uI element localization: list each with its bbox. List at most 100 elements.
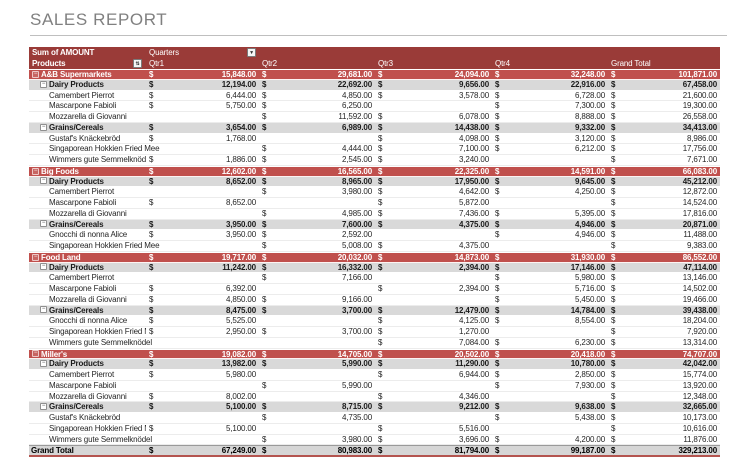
collapse-toggle-icon[interactable]: − — [40, 263, 47, 271]
value-cell[interactable] — [146, 187, 259, 198]
value-cell[interactable]: $3,980.00 — [259, 187, 375, 198]
collapse-toggle-icon[interactable]: − — [40, 177, 47, 185]
value-cell[interactable] — [146, 144, 259, 155]
value-cell[interactable]: $5,990.00 — [259, 359, 375, 369]
collapse-toggle-icon[interactable]: − — [40, 360, 47, 368]
value-cell[interactable] — [146, 338, 259, 349]
row-label-cell[interactable]: Mascarpone Fabioli — [29, 284, 146, 294]
value-cell[interactable] — [259, 424, 375, 434]
column-header-qtr3[interactable]: Qtr3 — [378, 59, 393, 68]
value-cell[interactable]: $5,438.00 — [492, 413, 608, 424]
value-cell[interactable]: $6,728.00 — [492, 91, 608, 101]
row-field-cell[interactable]: Products ⇅ — [29, 58, 146, 69]
value-cell[interactable] — [259, 198, 375, 208]
products-filter-button[interactable]: ⇅ — [133, 59, 142, 68]
value-cell[interactable]: $11,876.00 — [608, 435, 720, 446]
column-field-cell[interactable]: Quarters ▼ — [146, 47, 259, 58]
value-cell[interactable]: $4,125.00 — [375, 316, 492, 326]
row-label-cell[interactable]: Mascarpone Fabioli — [29, 381, 146, 392]
value-cell[interactable]: $6,444.00 — [146, 91, 259, 101]
value-cell[interactable]: $42,042.00 — [608, 359, 720, 369]
value-cell[interactable]: $8,475.00 — [146, 306, 259, 316]
row-label-cell[interactable]: − Dairy Products — [29, 359, 146, 369]
value-cell[interactable]: $101,871.00 — [608, 70, 720, 79]
value-cell[interactable]: $7,084.00 — [375, 338, 492, 349]
row-label-cell[interactable]: − Miller's — [29, 350, 146, 358]
value-cell[interactable]: $17,756.00 — [608, 144, 720, 155]
value-cell[interactable]: $17,816.00 — [608, 209, 720, 220]
value-cell[interactable]: $81,794.00 — [375, 446, 492, 455]
value-cell[interactable]: $10,616.00 — [608, 424, 720, 434]
value-cell[interactable]: $11,242.00 — [146, 263, 259, 273]
value-cell[interactable] — [259, 284, 375, 294]
value-cell[interactable]: $17,146.00 — [492, 263, 608, 273]
row-label-cell[interactable]: Singaporean Hokkien Fried Mee — [29, 144, 160, 155]
value-cell[interactable] — [492, 198, 608, 208]
value-cell[interactable]: $15,774.00 — [608, 370, 720, 380]
value-cell[interactable]: $3,950.00 — [146, 220, 259, 230]
value-cell[interactable]: $22,692.00 — [259, 80, 375, 90]
value-cell[interactable]: $12,479.00 — [375, 306, 492, 316]
value-cell[interactable]: $5,872.00 — [375, 198, 492, 208]
value-cell[interactable]: $4,250.00 — [492, 187, 608, 198]
value-cell[interactable]: $5,716.00 — [492, 284, 608, 294]
value-field-caption[interactable]: Sum of AMOUNT — [32, 48, 95, 57]
value-cell[interactable]: $8,652.00 — [146, 198, 259, 208]
value-cell[interactable]: $18,204.00 — [608, 316, 720, 326]
value-cell[interactable]: $5,516.00 — [375, 424, 492, 434]
value-cell[interactable]: $45,212.00 — [608, 177, 720, 187]
collapse-toggle-icon[interactable]: − — [40, 80, 47, 88]
row-label-cell[interactable]: − Big Foods — [29, 167, 146, 176]
value-cell[interactable]: $12,602.00 — [146, 167, 259, 176]
value-cell[interactable] — [146, 413, 259, 424]
value-cell[interactable]: $11,488.00 — [608, 230, 720, 240]
value-cell[interactable]: $9,656.00 — [375, 80, 492, 90]
row-label-cell[interactable]: Gustaf's Knäckebröd — [29, 134, 146, 144]
value-cell[interactable] — [146, 273, 259, 284]
value-cell[interactable]: $20,418.00 — [492, 350, 608, 359]
row-label-cell[interactable]: Camembert Pierrot — [29, 91, 146, 101]
value-cell[interactable]: $9,638.00 — [492, 402, 608, 412]
value-cell[interactable] — [259, 392, 375, 402]
value-cell[interactable]: $20,032.00 — [259, 253, 375, 262]
value-cell[interactable]: $24,094.00 — [375, 70, 492, 79]
collapse-toggle-icon[interactable]: − — [32, 350, 39, 358]
row-label-cell[interactable]: Mascarpone Fabioli — [29, 101, 146, 111]
value-cell[interactable]: $19,717.00 — [146, 253, 259, 262]
value-cell[interactable] — [259, 316, 375, 326]
column-header-qtr2[interactable]: Qtr2 — [262, 59, 277, 68]
column-header-qtr4[interactable]: Qtr4 — [495, 59, 510, 68]
value-cell[interactable] — [375, 273, 492, 284]
row-label-cell[interactable]: Gustaf's Knäckebröd — [29, 413, 146, 424]
value-cell[interactable]: $5,450.00 — [492, 295, 608, 305]
value-cell[interactable]: $13,146.00 — [608, 273, 720, 284]
value-cell[interactable]: $8,986.00 — [608, 134, 720, 144]
value-cell[interactable]: $5,980.00 — [146, 370, 259, 380]
value-cell[interactable]: $21,600.00 — [608, 91, 720, 101]
value-cell[interactable]: $13,920.00 — [608, 381, 720, 392]
value-cell[interactable]: $16,332.00 — [259, 263, 375, 273]
value-cell[interactable]: $4,200.00 — [492, 435, 608, 446]
row-label-cell[interactable]: Mozzarella di Giovanni — [29, 112, 146, 123]
value-cell[interactable]: $2,394.00 — [375, 263, 492, 273]
value-cell[interactable]: $7,100.00 — [375, 144, 492, 155]
value-cell[interactable]: $14,591.00 — [492, 167, 608, 176]
value-cell[interactable]: $31,930.00 — [492, 253, 608, 262]
value-cell[interactable]: $7,920.00 — [608, 327, 720, 337]
value-cell[interactable]: $13,982.00 — [146, 359, 259, 369]
value-cell[interactable]: $6,230.00 — [492, 338, 608, 349]
value-cell[interactable]: $20,871.00 — [608, 220, 720, 230]
value-cell[interactable]: $2,394.00 — [375, 284, 492, 294]
value-cell[interactable]: $47,114.00 — [608, 263, 720, 273]
collapse-toggle-icon[interactable]: − — [40, 123, 47, 131]
collapse-toggle-icon[interactable]: − — [32, 253, 39, 261]
value-cell[interactable]: $3,654.00 — [146, 123, 259, 133]
value-cell[interactable]: $14,705.00 — [259, 350, 375, 359]
value-cell[interactable] — [492, 241, 608, 252]
value-cell[interactable]: $14,438.00 — [375, 123, 492, 133]
value-cell[interactable] — [146, 241, 259, 252]
value-cell[interactable]: $5,100.00 — [146, 402, 259, 412]
row-label-cell[interactable]: Mozzarella di Giovanni — [29, 209, 146, 220]
collapse-toggle-icon[interactable]: − — [32, 167, 39, 175]
value-cell[interactable]: $3,578.00 — [375, 91, 492, 101]
